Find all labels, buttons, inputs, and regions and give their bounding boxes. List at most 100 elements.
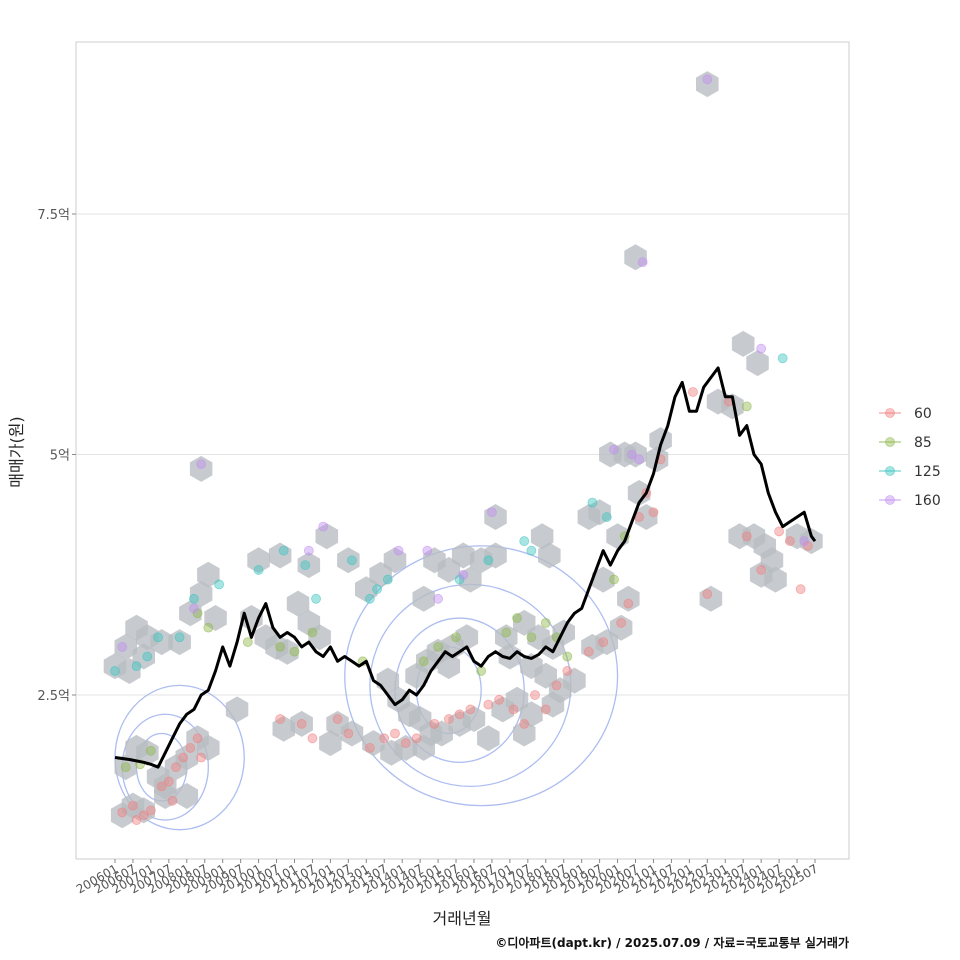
- hexbin: [114, 633, 137, 660]
- hexbin: [530, 523, 554, 550]
- scatter-point-60: [519, 718, 530, 729]
- hexbin: [268, 542, 292, 569]
- hexbin: [731, 330, 755, 357]
- hexbin: [286, 590, 310, 617]
- legend-label: 160: [914, 493, 941, 509]
- scatter-point-60: [774, 526, 785, 537]
- hexbin: [520, 701, 543, 728]
- scatter-point-160: [458, 569, 469, 580]
- scatter-point-85: [289, 646, 300, 657]
- scatter-point-60: [390, 728, 400, 739]
- scatter-point-60: [307, 733, 318, 744]
- scatter-point-60: [332, 714, 343, 724]
- hexbin: [412, 585, 435, 612]
- legend-key-point: [885, 466, 895, 476]
- legend: 60 85 125 160: [879, 406, 941, 509]
- hexbin: [538, 542, 561, 569]
- legend-key-point: [885, 495, 895, 505]
- hexbin: [721, 393, 744, 420]
- scatter-point-125: [364, 593, 375, 604]
- scatter-point-125: [372, 584, 382, 595]
- hexbin: [764, 566, 787, 593]
- scatter-point-85: [433, 642, 443, 652]
- scatter-point-160: [117, 642, 128, 652]
- scatter-point-85: [203, 622, 214, 633]
- scatter-point-60: [465, 704, 476, 715]
- scatter-point-85: [609, 574, 619, 585]
- caption: ©디아파트(dapt.kr) / 2025.07.09 / 자료=국토교통부 실…: [495, 935, 849, 950]
- scatter-point-125: [601, 512, 612, 522]
- scatter-point-125: [777, 353, 788, 364]
- hexbin: [563, 667, 586, 694]
- legend-label: 85: [914, 435, 932, 451]
- scatter-point-160: [189, 603, 199, 614]
- scatter-point-60: [163, 776, 174, 787]
- scatter-point-60: [454, 709, 465, 720]
- hexbin: [154, 783, 177, 809]
- scatter-point-60: [156, 781, 167, 792]
- x-axis-title: 거래년월: [433, 909, 492, 928]
- y-axis-title: 매매가(원): [7, 416, 26, 487]
- scatter-point-85: [476, 666, 487, 676]
- trend-line-layer: [114, 366, 817, 769]
- hexbin: [383, 547, 407, 574]
- hexbin: [189, 581, 213, 607]
- scatter-point-60: [400, 738, 411, 748]
- scatter-point-60: [562, 666, 573, 676]
- scatter-point-60: [192, 733, 203, 744]
- scatter-point-160: [393, 545, 404, 556]
- legend-key-point: [885, 408, 895, 418]
- scatter-point-60: [429, 718, 440, 729]
- scatter-point-60: [688, 387, 698, 397]
- hexbin: [459, 566, 482, 593]
- y-tick-label: 2.5억: [37, 689, 70, 704]
- hexbin: [197, 734, 220, 761]
- scatter-point-60: [296, 718, 307, 729]
- scatter-point-60: [598, 637, 609, 647]
- scatter-point-60: [583, 646, 594, 657]
- hexbin: [175, 744, 199, 771]
- scatter-point-85: [451, 632, 461, 643]
- scatter-point-160: [487, 507, 497, 518]
- scatter-point-60: [530, 690, 540, 700]
- hexbin: [455, 624, 479, 651]
- scatter-point-85: [120, 762, 131, 773]
- scatter-point-60: [117, 807, 128, 818]
- scatter-point-60: [508, 704, 519, 715]
- scatter-point-160: [303, 545, 314, 556]
- scatter-point-60: [131, 815, 142, 825]
- scatter-point-160: [627, 449, 637, 460]
- y-axis-ticks: 2.5억 5억 7.5억: [37, 208, 76, 704]
- scatter-point-125: [347, 555, 357, 566]
- hexbin: [118, 658, 141, 684]
- hexbin: [276, 638, 299, 665]
- hexbin: [624, 441, 647, 468]
- x-axis-ticks: 2006012006072007012007072008012008072009…: [74, 859, 821, 897]
- scatter-point-160: [637, 257, 648, 268]
- scatter-point-85: [418, 656, 429, 667]
- hexbin: [225, 696, 249, 723]
- hexbin: [746, 350, 769, 377]
- hexbin: [197, 561, 220, 588]
- scatter-point-60: [185, 743, 196, 753]
- hexbin: [591, 566, 615, 593]
- hexbin: [132, 643, 155, 670]
- hexbin: [175, 783, 199, 809]
- hexbin: [297, 552, 321, 579]
- scatter-point-125: [278, 545, 289, 556]
- scatter-point-85: [242, 637, 253, 647]
- scatter-point-160: [799, 536, 810, 546]
- scatter-point-60: [411, 733, 422, 744]
- scatter-point-60: [138, 810, 149, 821]
- density-contour: [344, 545, 619, 807]
- scatter-point-60: [171, 762, 181, 773]
- hexbin: [484, 504, 507, 530]
- scatter-point-85: [741, 401, 752, 412]
- scatter-point-60: [364, 743, 375, 753]
- hexbin: [150, 629, 173, 656]
- scatter-point-85: [307, 627, 318, 638]
- scatter-point-125: [253, 565, 264, 575]
- scatter-point-125: [131, 661, 142, 672]
- scatter-point-60: [623, 598, 634, 609]
- hexbin: [247, 547, 270, 574]
